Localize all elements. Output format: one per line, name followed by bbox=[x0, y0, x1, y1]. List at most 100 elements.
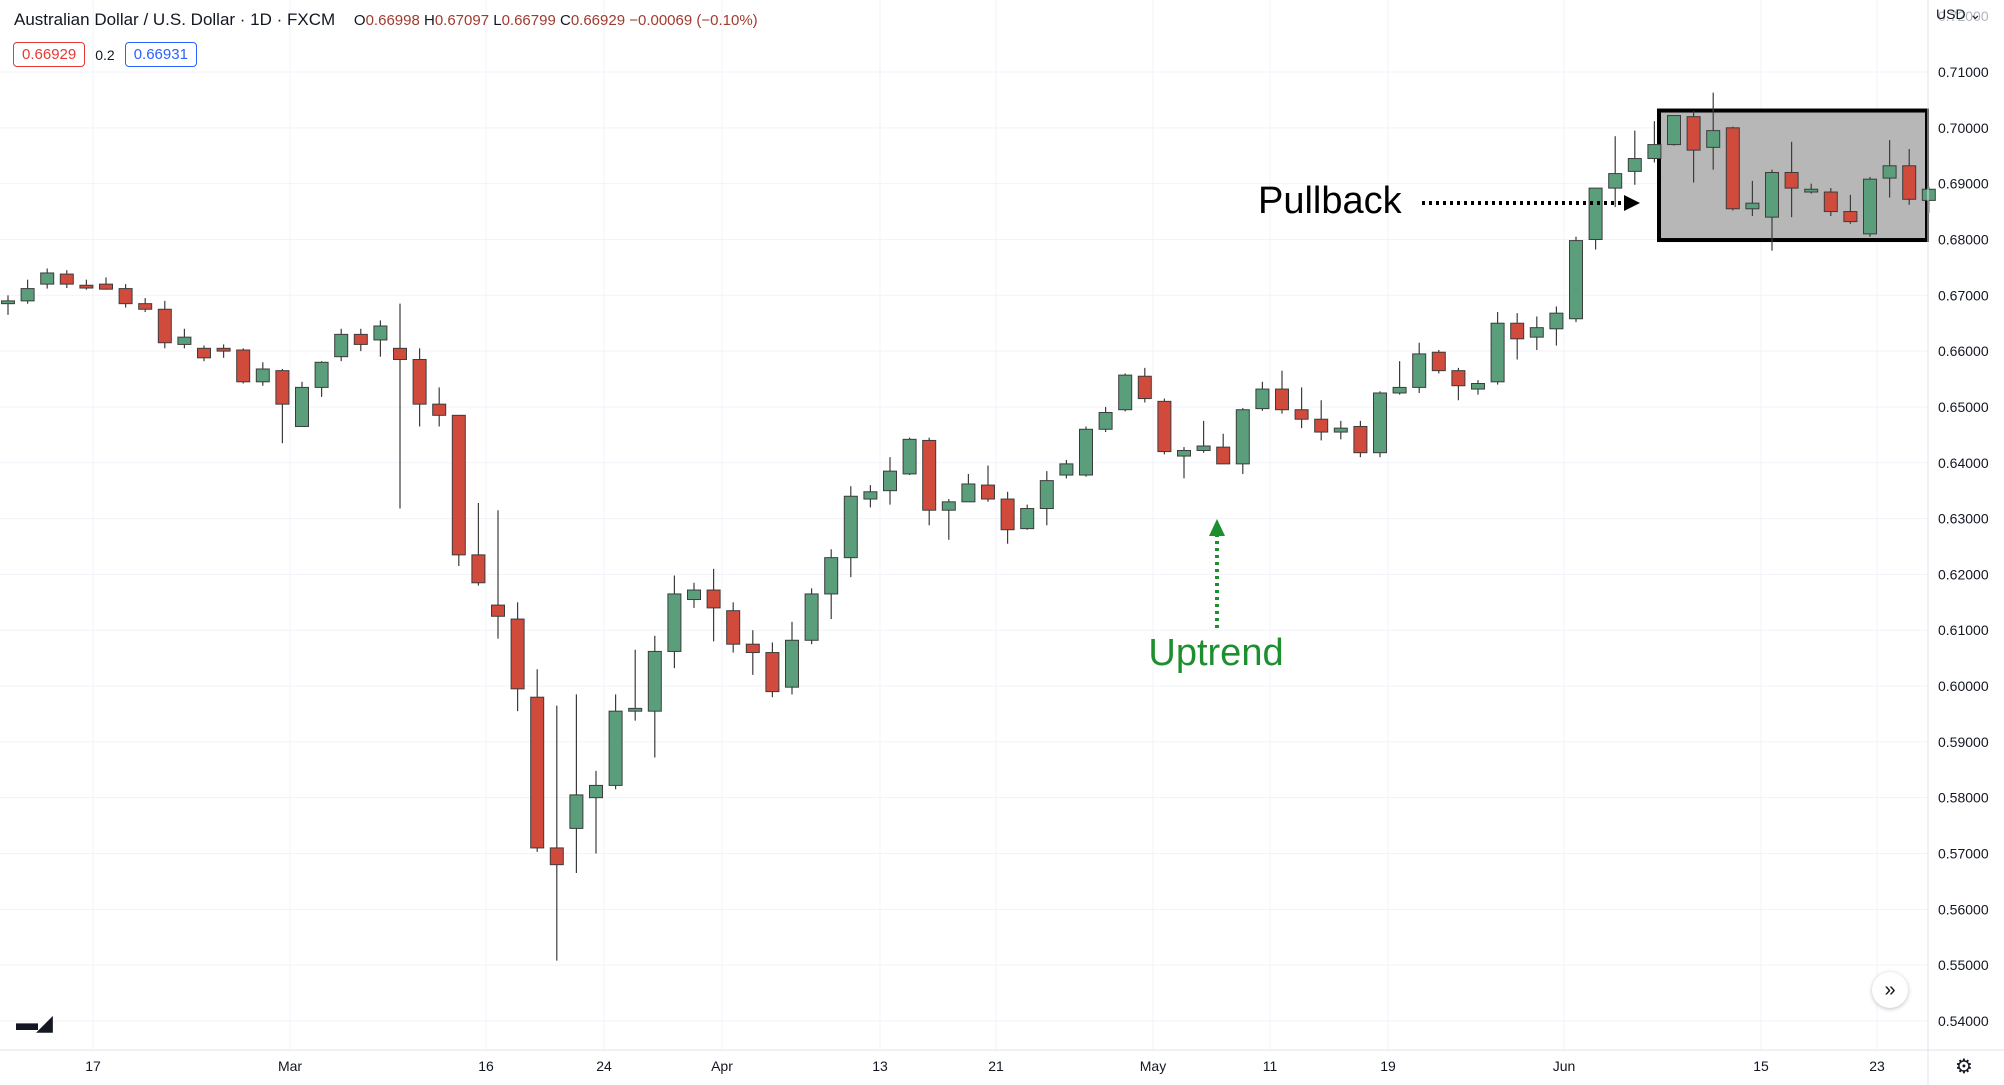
candle-up bbox=[1765, 171, 1779, 218]
candle-up bbox=[177, 336, 192, 345]
spread-value: 0.2 bbox=[95, 46, 115, 63]
time-tick-label: 17 bbox=[85, 1058, 101, 1074]
price-tick-label: 0.72000 bbox=[1938, 8, 1989, 24]
candle-up bbox=[20, 288, 35, 302]
candle-down bbox=[726, 610, 741, 645]
chevron-down-icon: ⌄ bbox=[1969, 6, 1982, 22]
candle-down bbox=[432, 403, 447, 416]
candle-down bbox=[491, 604, 505, 617]
price-tick-label: 0.57000 bbox=[1938, 846, 1989, 862]
candle-up bbox=[902, 438, 917, 475]
candle-up bbox=[1059, 463, 1074, 476]
candle-up bbox=[1490, 322, 1505, 383]
candle-up bbox=[863, 491, 878, 500]
price-tick-label: 0.60000 bbox=[1938, 678, 1989, 694]
time-tick-label: Apr bbox=[711, 1058, 733, 1074]
price-tick-label: 0.65000 bbox=[1938, 399, 1989, 415]
time-tick-label: Jun bbox=[1553, 1058, 1576, 1074]
candle-up bbox=[1020, 508, 1035, 530]
candle-up bbox=[569, 794, 584, 829]
symbol-title[interactable]: Australian Dollar / U.S. Dollar · 1D · F… bbox=[14, 10, 336, 29]
ohlc-change: −0.00069 (−0.10%) bbox=[629, 12, 758, 29]
candle-down bbox=[157, 308, 172, 344]
scroll-right-icon[interactable]: » bbox=[1872, 972, 1908, 1008]
candle-down bbox=[1451, 370, 1466, 387]
candle-down bbox=[412, 358, 427, 405]
candle-up bbox=[1118, 374, 1133, 411]
candle-up bbox=[314, 361, 329, 388]
candle-down bbox=[922, 439, 937, 511]
time-tick-label: 19 bbox=[1380, 1058, 1396, 1074]
candle-up bbox=[667, 593, 682, 652]
symbol-header: Australian Dollar / U.S. Dollar · 1D · F… bbox=[14, 10, 758, 30]
candle-down bbox=[451, 414, 466, 556]
candle-up bbox=[334, 333, 349, 358]
uptrend-arrowhead bbox=[1209, 519, 1225, 536]
candle-down bbox=[1686, 116, 1701, 151]
candle-down bbox=[1510, 322, 1525, 340]
candle-up bbox=[687, 589, 701, 601]
time-tick-label: 11 bbox=[1263, 1058, 1278, 1074]
candle-up bbox=[1392, 386, 1407, 394]
candle-up bbox=[785, 639, 799, 688]
candle-up bbox=[804, 593, 819, 641]
candle-down bbox=[1353, 425, 1368, 454]
candle-down bbox=[1157, 400, 1172, 453]
candle-down bbox=[138, 303, 153, 310]
currency-selector[interactable]: USD ⌄ bbox=[1936, 6, 1981, 23]
ask-price[interactable]: 0.66931 bbox=[124, 42, 197, 67]
candle-up bbox=[1471, 382, 1485, 390]
time-tick-label: 21 bbox=[988, 1058, 1004, 1074]
candle-up bbox=[40, 272, 55, 285]
candle-up bbox=[961, 483, 976, 503]
candle-down bbox=[118, 288, 133, 305]
pullback-label: Pullback bbox=[1258, 180, 1403, 222]
candle-up bbox=[1804, 188, 1819, 193]
candle-up bbox=[1863, 178, 1877, 235]
candle-down bbox=[471, 554, 486, 584]
price-tick-label: 0.59000 bbox=[1938, 734, 1989, 750]
candle-up bbox=[1706, 130, 1721, 148]
time-axis: 17 Mar 16 24 Apr 13 21 May 11 19 Jun 15 23 bbox=[0, 1049, 2004, 1074]
candle-up bbox=[628, 707, 643, 712]
candle-up bbox=[608, 710, 623, 786]
time-tick-label: 16 bbox=[478, 1058, 494, 1074]
candle-down bbox=[1294, 409, 1309, 420]
price-tick-label: 0.67000 bbox=[1938, 287, 1989, 303]
ohlc-close: 0.66929 bbox=[570, 12, 626, 29]
candle-up bbox=[1667, 115, 1681, 146]
candle-up bbox=[1745, 202, 1760, 210]
bid-price[interactable]: 0.66929 bbox=[13, 42, 86, 67]
candle-down bbox=[530, 696, 545, 849]
price-tick-label: 0.61000 bbox=[1938, 622, 1989, 638]
annotations: Pullback Uptrend bbox=[1148, 180, 1640, 674]
candle-down bbox=[1725, 127, 1740, 210]
candle-down bbox=[59, 273, 74, 285]
candle-down bbox=[393, 347, 407, 360]
candle-down bbox=[353, 333, 368, 345]
time-tick-label: 23 bbox=[1869, 1058, 1885, 1074]
candle-up bbox=[255, 368, 270, 383]
candle-up bbox=[1, 300, 15, 305]
price-tick-label: 0.56000 bbox=[1938, 901, 1989, 917]
price-tick-label: 0.68000 bbox=[1938, 231, 1989, 247]
candle-up bbox=[1608, 173, 1623, 189]
candle-up bbox=[1039, 480, 1054, 510]
candle-down bbox=[745, 643, 760, 654]
candle-down bbox=[981, 484, 995, 500]
candle-down bbox=[197, 347, 211, 359]
price-axis: 0.71000 0.70000 0.69000 0.68000 0.67000 0.660… bbox=[1927, 0, 1989, 1085]
price-tick-label: 0.58000 bbox=[1938, 790, 1989, 806]
candle-up bbox=[589, 784, 603, 799]
grid-lines bbox=[0, 0, 1928, 1050]
candle-up bbox=[1921, 188, 1936, 201]
price-tick-label: 0.63000 bbox=[1938, 511, 1989, 527]
candle-up bbox=[295, 386, 309, 427]
gear-icon[interactable]: ⚙ bbox=[1955, 1056, 1973, 1078]
candle-down bbox=[1000, 498, 1015, 531]
candle-down bbox=[1275, 388, 1289, 411]
candle-down bbox=[1216, 446, 1231, 465]
tradingview-logo-icon[interactable]: ▬◢ bbox=[16, 1010, 53, 1035]
candle-up bbox=[1235, 409, 1250, 465]
